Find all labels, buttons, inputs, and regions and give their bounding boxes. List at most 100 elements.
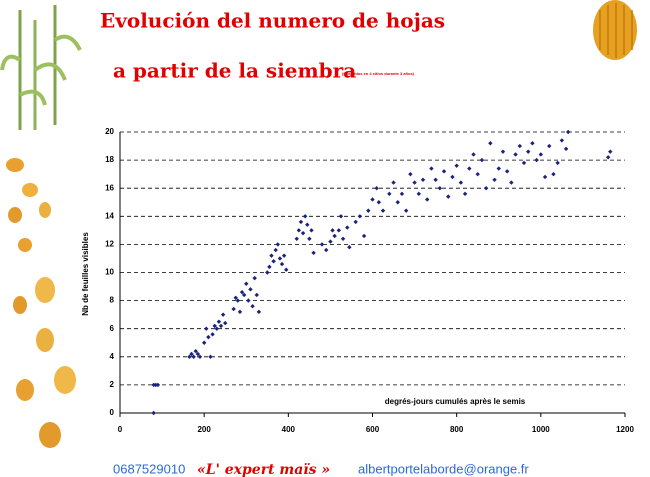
- point: [345, 225, 349, 229]
- point: [347, 245, 351, 249]
- point: [320, 242, 324, 246]
- point: [324, 248, 328, 252]
- point: [551, 172, 555, 176]
- x-tick-label: 1200: [616, 425, 634, 434]
- point: [337, 228, 341, 232]
- point: [280, 262, 284, 266]
- point: [417, 192, 421, 196]
- point: [339, 214, 343, 218]
- point: [366, 208, 370, 212]
- point: [358, 214, 362, 218]
- point: [497, 166, 501, 170]
- point: [377, 200, 381, 204]
- point: [309, 228, 313, 232]
- point: [408, 172, 412, 176]
- y-tick-label: 4: [110, 352, 115, 361]
- point: [332, 234, 336, 238]
- x-tick-label: 600: [366, 425, 380, 434]
- point: [560, 138, 564, 142]
- point: [238, 310, 242, 314]
- x-tick-label: 1000: [532, 425, 550, 434]
- point: [231, 307, 235, 311]
- point: [328, 239, 332, 243]
- point: [295, 237, 299, 241]
- point: [265, 270, 269, 274]
- slide: Evolución del numero de hojas a partir d…: [0, 0, 650, 477]
- y-tick-label: 20: [105, 127, 114, 136]
- point: [543, 175, 547, 179]
- point: [442, 169, 446, 173]
- annotation: (6 híbridos en 4 sitios durante 3 años): [342, 71, 415, 76]
- point: [505, 169, 509, 173]
- y-tick-label: 12: [105, 240, 114, 249]
- y-tick-label: 14: [105, 211, 114, 220]
- point: [446, 194, 450, 198]
- point: [269, 253, 273, 257]
- point: [353, 220, 357, 224]
- point: [530, 141, 534, 145]
- point: [248, 287, 252, 291]
- point: [257, 310, 261, 314]
- point: [208, 355, 212, 359]
- point: [307, 237, 311, 241]
- y-tick-label: 6: [110, 324, 115, 333]
- point: [370, 197, 374, 201]
- point: [221, 312, 225, 316]
- title: Evolución del numero de hojas: [100, 9, 445, 33]
- point: [387, 192, 391, 196]
- point: [301, 231, 305, 235]
- point: [566, 130, 570, 134]
- point: [204, 327, 208, 331]
- point: [271, 259, 275, 263]
- point: [299, 220, 303, 224]
- point: [476, 172, 480, 176]
- point: [522, 161, 526, 165]
- point: [450, 175, 454, 179]
- point: [555, 161, 559, 165]
- point: [433, 178, 437, 182]
- y-tick-label: 10: [105, 268, 114, 277]
- point: [547, 144, 551, 148]
- point: [219, 324, 223, 328]
- point: [217, 319, 221, 323]
- y-tick-label: 8: [110, 296, 115, 305]
- point: [246, 298, 250, 302]
- point: [564, 147, 568, 151]
- point: [438, 186, 442, 190]
- point: [267, 265, 271, 269]
- point: [539, 152, 543, 156]
- point: [608, 149, 612, 153]
- x-axis-label: degrés-jours cumulés après le semis: [385, 397, 526, 406]
- point: [454, 164, 458, 168]
- point: [421, 178, 425, 182]
- subtitle: a partir de la siembra: [113, 59, 356, 83]
- footer-brand: «L' expert maïs »: [197, 462, 330, 477]
- point: [381, 208, 385, 212]
- point: [276, 242, 280, 246]
- x-tick-label: 200: [197, 425, 211, 434]
- point: [206, 335, 210, 339]
- point: [244, 282, 248, 286]
- point: [297, 228, 301, 232]
- point: [341, 237, 345, 241]
- y-tick-label: 18: [105, 155, 114, 164]
- x-tick-label: 400: [282, 425, 296, 434]
- point: [463, 192, 467, 196]
- point: [303, 214, 307, 218]
- point: [330, 228, 334, 232]
- footer-phone: 0687529010: [113, 461, 185, 476]
- point: [274, 248, 278, 252]
- chart: Evolución del numero de hojas a partir d…: [0, 0, 650, 477]
- point: [501, 149, 505, 153]
- point: [459, 180, 463, 184]
- point: [480, 158, 484, 162]
- point: [425, 197, 429, 201]
- point: [471, 152, 475, 156]
- x-tick-label: 800: [450, 425, 464, 434]
- point: [250, 304, 254, 308]
- point: [400, 192, 404, 196]
- x-tick-label: 0: [118, 425, 123, 434]
- point: [255, 293, 259, 297]
- point: [284, 267, 288, 271]
- point: [305, 223, 309, 227]
